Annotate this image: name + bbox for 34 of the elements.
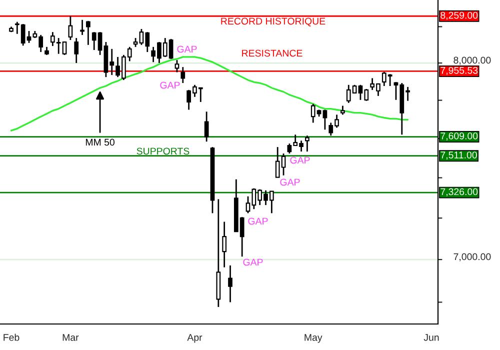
y-tick-label: 8,000.00 xyxy=(454,56,491,65)
annotation: SUPPORTS xyxy=(136,148,190,155)
candlestick xyxy=(68,15,73,41)
candlestick xyxy=(80,19,84,36)
ref-line-label: 7,955.53 xyxy=(440,66,478,75)
candlestick xyxy=(86,20,90,46)
candlestick xyxy=(204,110,209,142)
x-tick-label: Mar xyxy=(62,334,79,341)
annotation: GAP xyxy=(280,178,300,186)
candlestick xyxy=(174,59,180,73)
annotation: GAP xyxy=(160,82,180,89)
annotation: GAP xyxy=(290,156,310,164)
candlestick xyxy=(228,264,232,303)
annotation: RESISTANCE xyxy=(242,50,302,57)
annotation: GAP xyxy=(243,258,263,266)
candlestick xyxy=(180,66,186,84)
ref-line-label: 7,609.00 xyxy=(440,132,478,141)
y-tick-label: 7,000.00 xyxy=(454,253,491,262)
annotation: GAP xyxy=(248,218,268,225)
candlestick xyxy=(322,109,328,130)
x-tick-label: May xyxy=(304,334,322,343)
candlestick xyxy=(74,37,79,64)
ref-line-label: 7,326.00 xyxy=(440,188,478,196)
x-tick-label: Jun xyxy=(424,334,439,341)
x-tick-label: Apr xyxy=(187,334,202,343)
ref-line-label: 7,511.00 xyxy=(440,152,477,160)
annotation: GAP xyxy=(177,46,197,53)
candlestick xyxy=(222,221,227,268)
line-series xyxy=(10,56,409,132)
x-tick-label: Feb xyxy=(4,334,20,341)
candlestick xyxy=(305,134,310,152)
ref-line-label: 8,259.00 xyxy=(440,12,478,20)
annotation: RECORD HISTORIQUE xyxy=(221,18,326,26)
text: MM 50 xyxy=(86,138,115,146)
